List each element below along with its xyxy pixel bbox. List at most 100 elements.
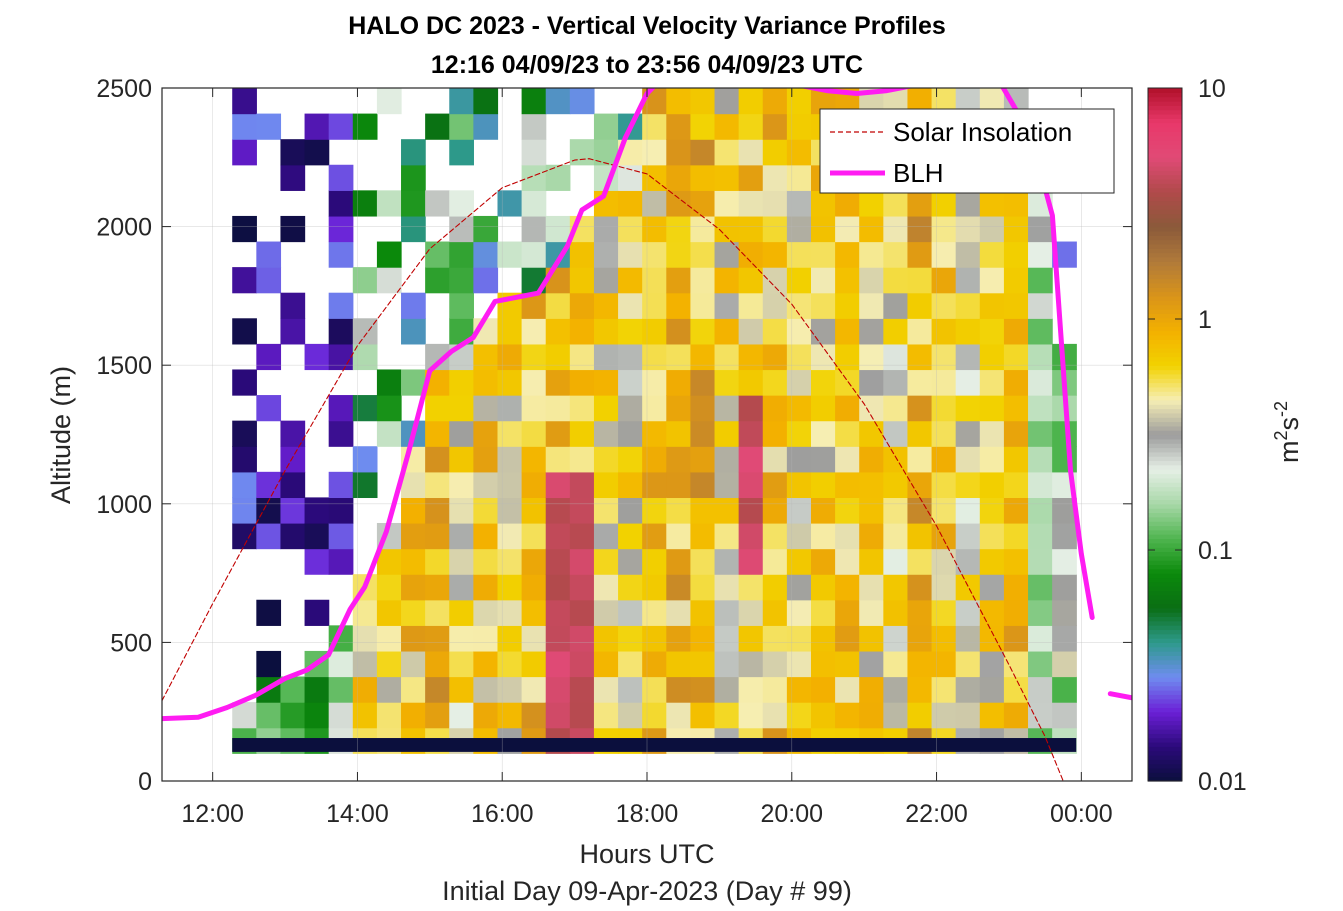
heatmap-cell <box>1052 702 1077 729</box>
heatmap-cell <box>883 343 909 371</box>
heatmap-cell <box>979 522 1005 550</box>
heatmap-cell <box>1003 702 1029 729</box>
heatmap-cell <box>931 267 957 294</box>
heatmap-cell <box>521 369 547 396</box>
heatmap-cell <box>835 420 860 447</box>
colorbar-segment <box>1148 659 1182 665</box>
heatmap-cell <box>1003 241 1029 268</box>
heatmap-cell <box>738 369 764 396</box>
colorbar-segment <box>1148 750 1182 756</box>
heatmap-cell <box>521 318 547 345</box>
heatmap-cell <box>762 471 788 499</box>
heatmap-cell <box>883 215 909 243</box>
heatmap-cell <box>690 292 716 319</box>
heatmap-cell <box>473 471 499 499</box>
heatmap-cell <box>401 522 426 550</box>
heatmap-cell <box>883 599 909 626</box>
heatmap-cell <box>232 702 257 729</box>
heatmap-cell <box>642 395 667 422</box>
heatmap-cell <box>256 650 282 678</box>
heatmap-cell <box>810 215 836 243</box>
heatmap-cell <box>883 676 909 703</box>
heatmap-cell <box>1028 292 1053 319</box>
heatmap-cell <box>618 650 643 678</box>
chart-title-line1: HALO DC 2023 - Vertical Velocity Varianc… <box>348 12 946 40</box>
heatmap-cell <box>1028 522 1053 550</box>
heatmap-cell <box>352 318 378 345</box>
heatmap-cell <box>666 88 692 115</box>
colorbar-segment <box>1148 170 1182 176</box>
heatmap-cell <box>955 676 981 703</box>
heatmap-cell <box>449 369 474 396</box>
heatmap-cell <box>304 599 330 626</box>
heatmap-cell <box>907 599 933 626</box>
heatmap-cell <box>1028 395 1053 422</box>
heatmap-cell <box>835 343 860 371</box>
heatmap-cell <box>569 599 595 626</box>
heatmap-cell <box>449 522 474 550</box>
heatmap-cell <box>232 471 257 499</box>
heatmap-cell <box>666 369 692 396</box>
heatmap-cell <box>545 215 571 243</box>
heatmap-cell <box>473 88 499 115</box>
heatmap-cell <box>907 702 933 729</box>
heatmap-cell <box>618 702 643 729</box>
heatmap-cell <box>521 702 547 729</box>
colorbar-label-base: m <box>1274 441 1304 464</box>
heatmap-cell <box>738 548 764 575</box>
heatmap-cell <box>545 318 571 345</box>
heatmap-cell <box>328 215 354 243</box>
heatmap-cell <box>545 292 571 319</box>
heatmap-cell <box>256 113 282 140</box>
heatmap-cell <box>280 164 306 191</box>
heatmap-cell <box>835 241 860 268</box>
colorbar-segment <box>1148 408 1182 414</box>
heatmap-cell <box>714 318 740 345</box>
colorbar-segment <box>1148 274 1182 280</box>
heatmap-cell <box>545 676 571 703</box>
heatmap-cell <box>618 599 643 626</box>
heatmap-cell <box>232 446 257 473</box>
heatmap-cell <box>955 318 981 345</box>
heatmap-cell <box>762 139 788 166</box>
heatmap-cell <box>955 190 981 217</box>
heatmap-cell <box>931 522 957 550</box>
colorbar-segment <box>1148 347 1182 353</box>
heatmap-cell <box>931 574 957 601</box>
colorbar-segment <box>1148 100 1182 106</box>
heatmap-cell <box>232 497 257 524</box>
heatmap-cell <box>521 343 547 371</box>
heatmap-cell <box>979 318 1005 345</box>
heatmap-cell <box>762 574 788 601</box>
heatmap-cell <box>738 471 764 499</box>
heatmap-cell <box>473 522 499 550</box>
heatmap-cell <box>690 164 716 191</box>
heatmap-cell <box>642 164 667 191</box>
heatmap-cell <box>979 702 1005 729</box>
heatmap-cell <box>569 702 595 729</box>
colorbar-segment <box>1148 729 1182 734</box>
heatmap-cell <box>690 650 716 678</box>
heatmap-cell <box>666 702 692 729</box>
heatmap-cell <box>1003 599 1029 626</box>
heatmap-cell <box>979 267 1005 294</box>
heatmap-cell <box>328 471 354 499</box>
heatmap-cell <box>618 215 643 243</box>
heatmap-cell <box>1028 471 1053 499</box>
heatmap-cell <box>449 267 474 294</box>
x-tick-label: 20:00 <box>760 800 823 828</box>
y-tick-label: 1000 <box>96 491 152 519</box>
heatmap-cell <box>690 497 716 524</box>
heatmap-cell <box>835 574 860 601</box>
heatmap-cell <box>786 369 812 396</box>
heatmap-cell <box>666 241 692 268</box>
heatmap-cell <box>401 599 426 626</box>
heatmap-cell <box>593 241 619 268</box>
heatmap-cell <box>786 164 812 191</box>
heatmap-cell <box>352 343 378 371</box>
heatmap-cell <box>907 318 933 345</box>
heatmap-cell <box>810 625 836 652</box>
colorbar-segment <box>1148 339 1182 345</box>
heatmap-cell <box>738 292 764 319</box>
heatmap-cell <box>883 471 909 499</box>
